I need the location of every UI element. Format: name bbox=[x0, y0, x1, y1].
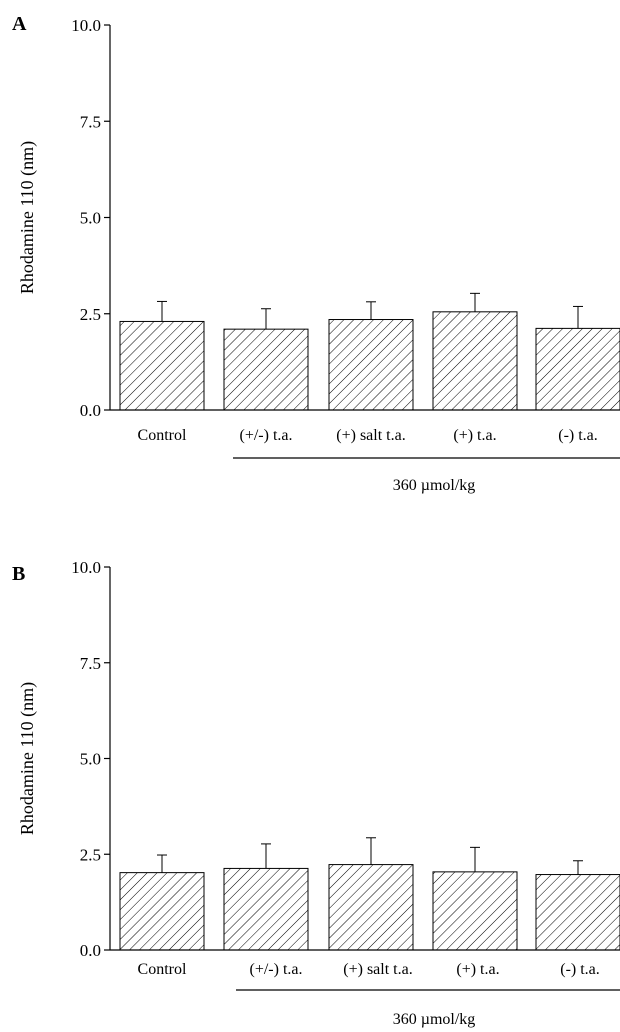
category-label: (+/-) t.a. bbox=[250, 961, 303, 978]
category-label: (-) t.a. bbox=[558, 427, 598, 444]
panel-a: A Rhodamine 110 (nm) 0.0 2.5 5.0 7.5 10.0 Contr… bbox=[12, 13, 620, 494]
y-tick-label: 5.0 bbox=[80, 209, 101, 228]
category-label: (+) t.a. bbox=[456, 961, 499, 978]
y-tick-label: 10.0 bbox=[71, 16, 101, 35]
y-axis-title: Rhodamine 110 (nm) bbox=[17, 682, 38, 835]
category-label: Control bbox=[138, 427, 187, 444]
bar bbox=[328, 319, 414, 411]
bar bbox=[223, 867, 309, 951]
y-tick-label: 5.0 bbox=[80, 750, 101, 769]
category-label: (+) t.a. bbox=[453, 427, 496, 444]
bar bbox=[119, 320, 205, 411]
bar bbox=[432, 871, 518, 951]
bar bbox=[535, 327, 620, 411]
category-label: Control bbox=[138, 961, 187, 978]
panel-label: A bbox=[12, 13, 27, 35]
category-label: (+) salt t.a. bbox=[343, 961, 412, 978]
y-tick-label: 7.5 bbox=[80, 112, 101, 131]
y-tick-label: 7.5 bbox=[80, 654, 101, 673]
bar bbox=[119, 872, 205, 951]
category-label: (-) t.a. bbox=[560, 961, 600, 978]
y-tick-label: 2.5 bbox=[80, 305, 101, 324]
group-label: 360 µmol/kg bbox=[393, 1011, 476, 1028]
panel-b: B Rhodamine 110 (nm) 0.0 2.5 5.0 7.5 10.0 Contr… bbox=[12, 558, 620, 1028]
panel-label: B bbox=[12, 563, 25, 585]
bar bbox=[328, 864, 414, 951]
category-label: (+/-) t.a. bbox=[240, 427, 293, 444]
y-tick-label: 0.0 bbox=[80, 401, 101, 420]
bar bbox=[535, 874, 620, 951]
category-label: (+) salt t.a. bbox=[336, 427, 405, 444]
y-axis-title: Rhodamine 110 (nm) bbox=[17, 141, 38, 294]
bar bbox=[432, 311, 518, 411]
group-label: 360 µmol/kg bbox=[393, 477, 476, 494]
bar bbox=[223, 328, 309, 411]
y-tick-label: 2.5 bbox=[80, 845, 101, 864]
y-tick-label: 10.0 bbox=[71, 558, 101, 577]
y-tick-label: 0.0 bbox=[80, 941, 101, 960]
